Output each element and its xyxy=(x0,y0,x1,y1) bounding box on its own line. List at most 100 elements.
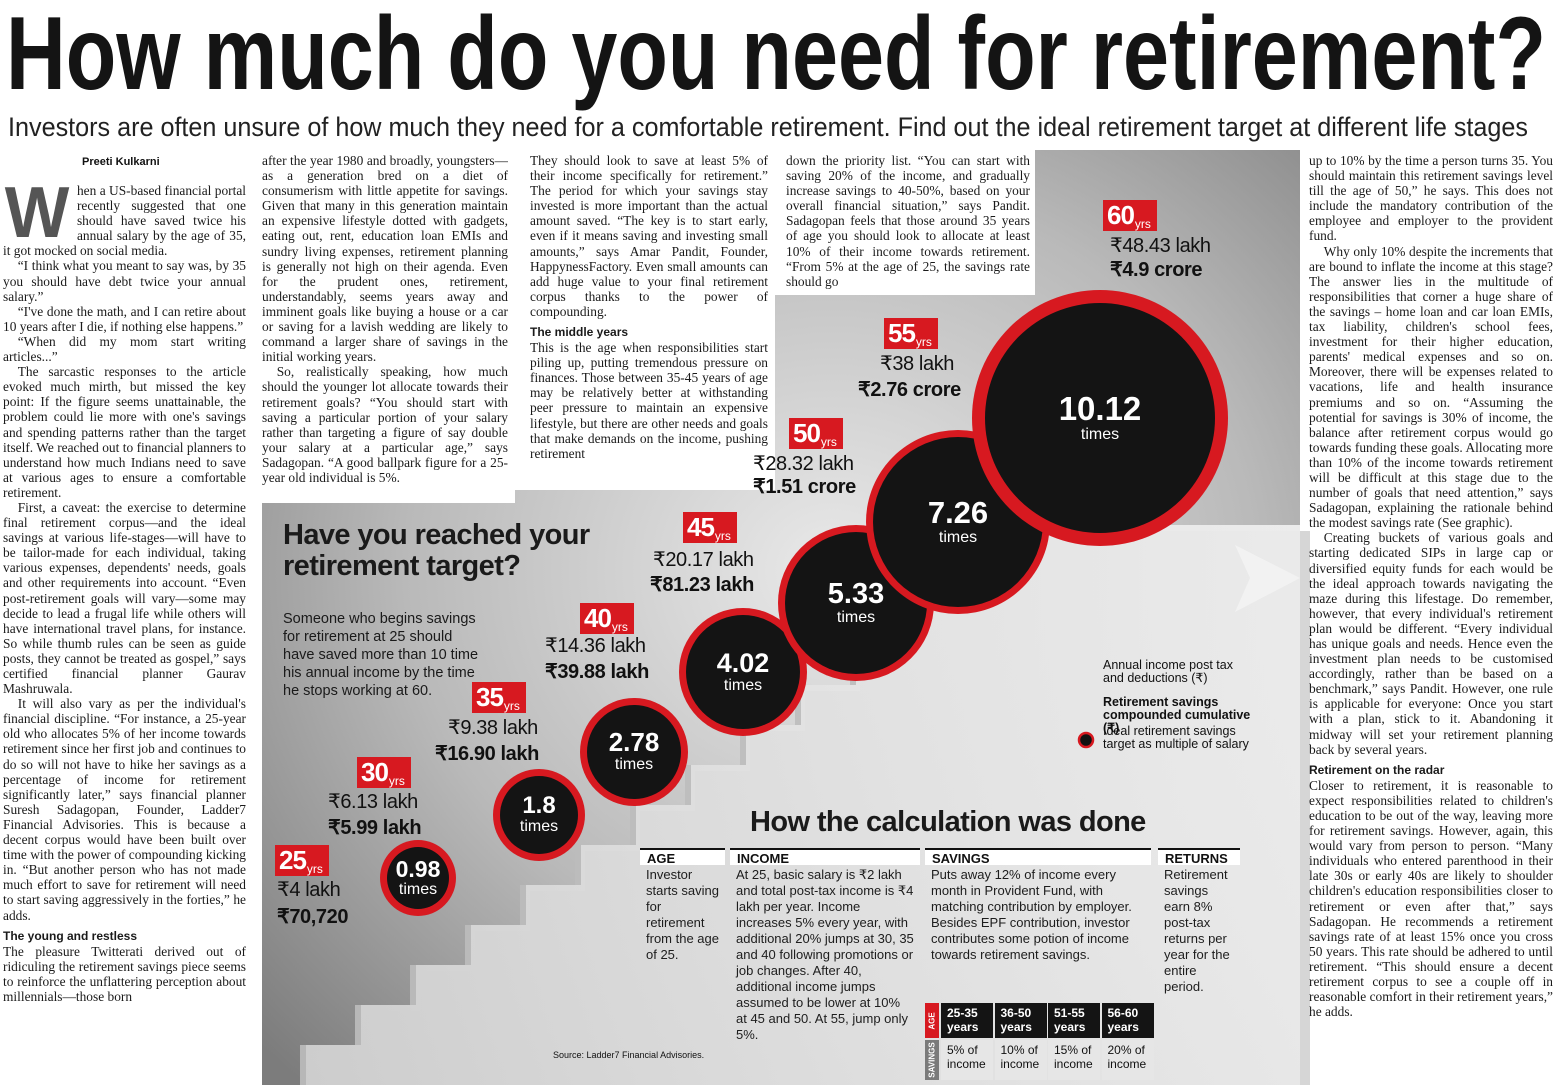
legend-corpus: Retirement savings compounded cumulative… xyxy=(1103,695,1251,735)
byline: Preeti Kulkarni xyxy=(82,156,160,168)
age-unit: yrs xyxy=(915,335,932,349)
corpus: ₹4.9 crore xyxy=(1110,259,1203,281)
stair-riser xyxy=(520,885,526,925)
row-label-text: AGE xyxy=(927,1011,937,1030)
age: 45 xyxy=(687,512,715,542)
paragraph: up to 10% by the time a person turns 35.… xyxy=(1309,153,1553,244)
age-box: 35yrs xyxy=(472,682,526,713)
multiple-label: 2.78 times xyxy=(574,727,694,774)
stair-riser xyxy=(465,925,471,965)
income: ₹6.13 lakh xyxy=(328,791,418,813)
age: 25 xyxy=(279,845,307,875)
multiple-label: 1.8 times xyxy=(479,793,599,835)
income: ₹4 lakh xyxy=(277,879,341,901)
legend-dot xyxy=(1077,731,1095,749)
column: They should look to save at least 5% of … xyxy=(530,153,768,488)
savings-rate: 20% of income xyxy=(1101,1040,1154,1080)
column: up to 10% by the time a person turns 35.… xyxy=(1309,153,1553,1085)
corpus: ₹39.88 lakh xyxy=(545,661,649,683)
circle-core xyxy=(500,776,578,854)
multiple-label: 7.26 times xyxy=(898,494,1018,546)
calc-text: At 25, basic salary is ₹2 lakh and total… xyxy=(736,867,914,1042)
age: 60 xyxy=(1107,200,1135,230)
stair-steps xyxy=(262,525,1300,1085)
paragraph: “When did my mom start writing articles.… xyxy=(3,333,246,365)
paragraph: They should look to save at least 5% of … xyxy=(530,153,768,319)
savings-rate: 15% of income xyxy=(1048,1040,1100,1080)
title: How much do you need for retirement? xyxy=(6,0,1546,112)
legend-multiple: Ideal retirement savings target as multi… xyxy=(1103,724,1249,751)
calc-title: How the calculation was done xyxy=(750,806,1146,838)
legend-income: Annual income post tax and deductions (₹… xyxy=(1103,658,1233,685)
age: 40 xyxy=(584,603,612,633)
stair-riser xyxy=(795,685,801,725)
calc-text: Puts away 12% of income every month in P… xyxy=(931,867,1132,962)
multiple: 1.8 xyxy=(522,792,556,819)
age: 50 xyxy=(793,418,821,448)
multiple-label: 10.12 times xyxy=(1040,389,1160,443)
paragraph: hen a US-based financial portal recently… xyxy=(3,183,246,259)
column: after the year 1980 and broadly, youngst… xyxy=(262,153,508,498)
times: times xyxy=(938,528,978,546)
age: 55 xyxy=(888,318,916,348)
corpus: ₹81.23 lakh xyxy=(650,574,754,596)
income: ₹38 lakh xyxy=(880,353,955,375)
stair-riser xyxy=(630,805,636,845)
age-box: 45yrs xyxy=(683,512,737,543)
income: ₹9.38 lakh xyxy=(448,717,538,739)
multiple-label: 0.98 times xyxy=(358,857,478,898)
multiple: 2.78 xyxy=(608,727,660,757)
stair-riser xyxy=(355,1005,361,1045)
drop-cap: W xyxy=(4,183,70,253)
section-heading: The young and restless xyxy=(3,928,138,943)
times: times xyxy=(398,880,438,898)
age-unit: yrs xyxy=(1134,217,1151,231)
section-heading: Retirement on the radar xyxy=(1309,762,1445,777)
income: ₹28.32 lakh xyxy=(753,453,854,475)
paragraph: down the priority list. “You can start w… xyxy=(786,153,1030,289)
age-range: 56-60 years xyxy=(1101,1003,1154,1038)
age-range: 51-55 years xyxy=(1048,1003,1100,1038)
multiple: 10.12 xyxy=(1058,389,1142,427)
corpus: ₹70,720 xyxy=(277,906,349,928)
circles xyxy=(380,290,1228,916)
multiple: 0.98 xyxy=(395,855,441,882)
paragraph: Closer to retirement, it is reasonable t… xyxy=(1309,777,1553,1020)
source: Source: Ladder7 Financial Advisories. xyxy=(553,1050,705,1060)
paragraph: after the year 1980 and broadly, youngst… xyxy=(262,153,508,365)
age: 35 xyxy=(476,682,504,712)
circle-core xyxy=(985,303,1215,533)
income: ₹20.17 lakh xyxy=(653,549,754,571)
calc-text: Retirement savings earn 8% post-tax retu… xyxy=(1164,867,1230,994)
multiple-label: 5.33 times xyxy=(796,579,916,626)
row-label: SAVINGS xyxy=(925,1040,939,1080)
circle-core xyxy=(587,705,681,799)
multiple: 4.02 xyxy=(716,647,770,678)
paragraph: “I've done the math, and I can retire ab… xyxy=(3,303,246,334)
age-box: 60yrs xyxy=(1103,200,1157,231)
calc-header: RETURNS xyxy=(1158,848,1240,866)
income: ₹14.36 lakh xyxy=(545,635,646,657)
paragraph: So, realistically speaking, how much sho… xyxy=(262,364,508,485)
age-range: 25-35 years xyxy=(941,1003,993,1038)
corpus: ₹5.99 lakh xyxy=(328,817,422,839)
paragraph: Why only 10% despite the increments that… xyxy=(1309,243,1553,531)
age-unit: yrs xyxy=(611,620,628,634)
corpus: ₹2.76 crore xyxy=(858,379,961,401)
age-unit: yrs xyxy=(388,774,405,788)
subtitle: Investors are often unsure of how much t… xyxy=(8,112,1528,142)
calc-header: SAVINGS xyxy=(925,848,1151,866)
paragraph: Creating buckets of various goals and st… xyxy=(1309,530,1553,757)
multiple: 7.26 xyxy=(927,494,989,530)
age-box: 55yrs xyxy=(884,318,938,349)
age-box: 30yrs xyxy=(357,757,411,788)
age-unit: yrs xyxy=(503,699,520,713)
stair-riser xyxy=(685,765,691,805)
graphic-intro: Someone who begins savings for retiremen… xyxy=(283,611,479,699)
stair-riser xyxy=(740,725,746,765)
paragraph: It will also vary as per the individual'… xyxy=(3,696,246,923)
age: 30 xyxy=(361,757,389,787)
age-unit: yrs xyxy=(820,435,837,449)
